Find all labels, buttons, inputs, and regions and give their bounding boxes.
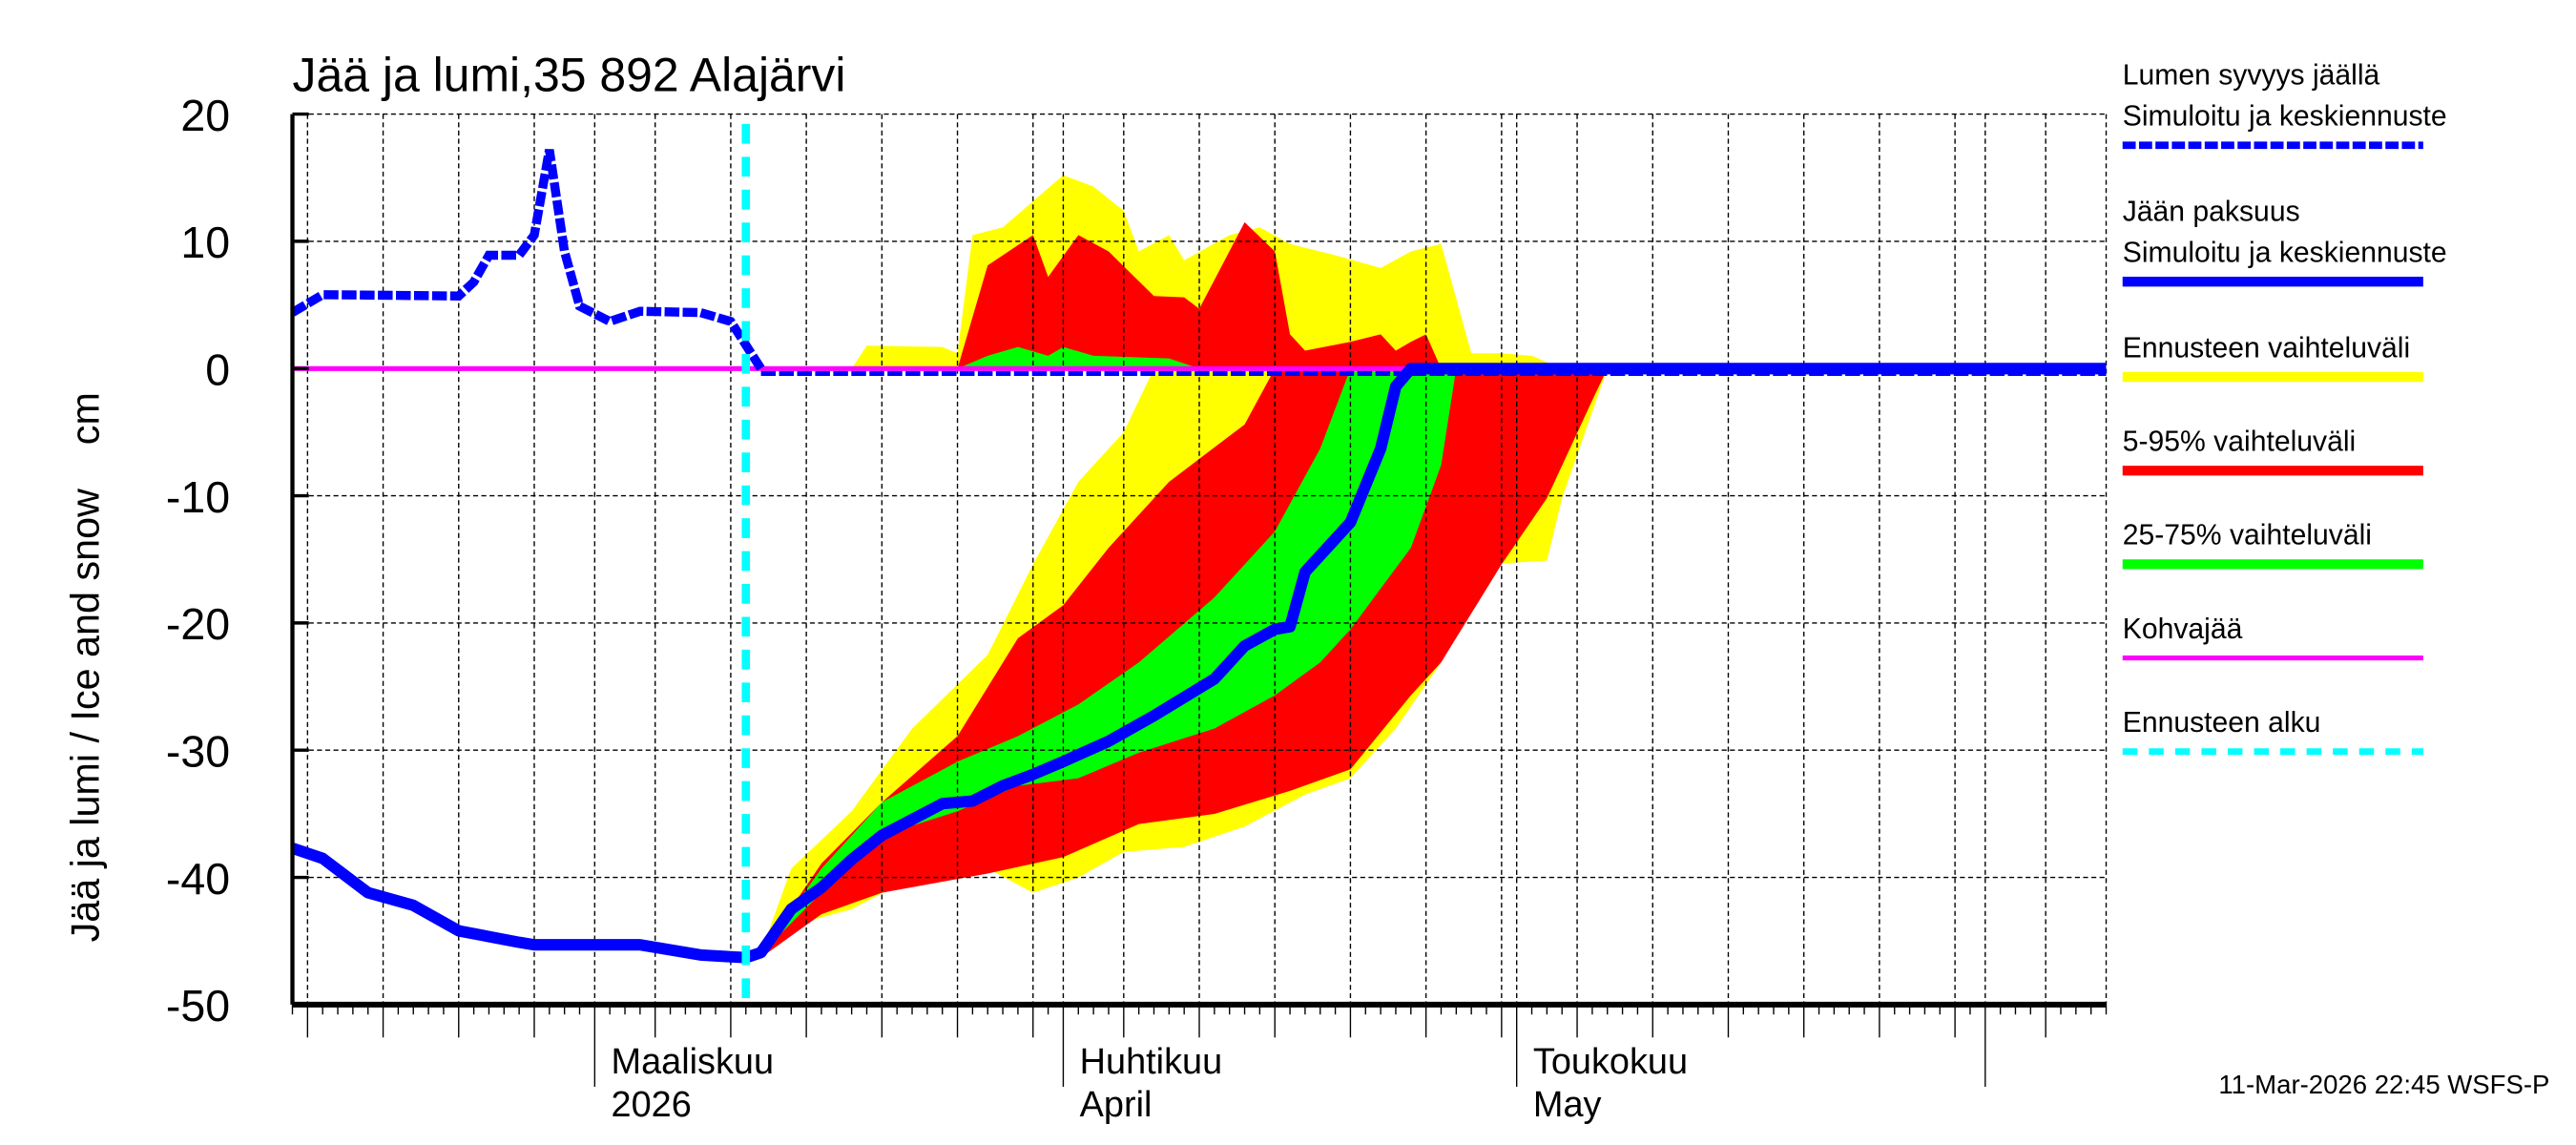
legend-label: Kohvajää (2123, 614, 2243, 645)
legend: Lumen syvyys jäällä Simuloitu ja keskienn… (2123, 60, 2447, 756)
y-tick-label: -10 (166, 472, 230, 522)
legend-label: 5-95% vaihteluväli (2123, 427, 2357, 458)
x-year-label: May (1533, 1085, 1602, 1125)
x-month-label: Maaliskuu (612, 1042, 775, 1082)
ice-thickness-line (290, 363, 2107, 964)
legend-label: Lumen syvyys jäällä (2123, 60, 2380, 92)
snow-depth-line (290, 149, 765, 371)
x-month-label: Toukokuu (1533, 1042, 1688, 1082)
y-tick-label: -50 (166, 981, 230, 1030)
x-year-label: 2026 (612, 1085, 692, 1125)
forecast-bands (760, 175, 1608, 958)
legend-label: 25-75% vaihteluväli (2123, 520, 2372, 552)
y-tick-label: -20 (166, 599, 230, 649)
legend-sublabel: Simuloitu ja keskiennuste (2123, 238, 2447, 269)
legend-sublabel: Simuloitu ja keskiennuste (2123, 101, 2447, 133)
series-lines (290, 123, 2107, 1005)
band-snow-1 (957, 221, 1442, 369)
x-year-label: April (1080, 1085, 1153, 1125)
y-tick-label: -30 (166, 726, 230, 776)
band-snow-2 (957, 346, 1200, 369)
grid (292, 113, 2108, 1005)
footer-timestamp: 11-Mar-2026 22:45 WSFS-P (2218, 1070, 2549, 1099)
y-tick-label: 20 (180, 91, 230, 140)
y-axis-label: Jää ja lumi / Ice and snow cm (63, 392, 107, 942)
y-tick-label: 0 (205, 344, 230, 394)
y-tick-label: -40 (166, 854, 230, 904)
y-tick-label: 10 (180, 218, 230, 267)
x-month-label: Huhtikuu (1080, 1042, 1222, 1082)
chart-title: Jää ja lumi,35 892 Alajärvi (293, 48, 846, 101)
legend-label: Jään paksuus (2123, 197, 2300, 228)
legend-label: Ennusteen alku (2123, 707, 2321, 739)
legend-label: Ennusteen vaihteluväli (2123, 332, 2410, 364)
